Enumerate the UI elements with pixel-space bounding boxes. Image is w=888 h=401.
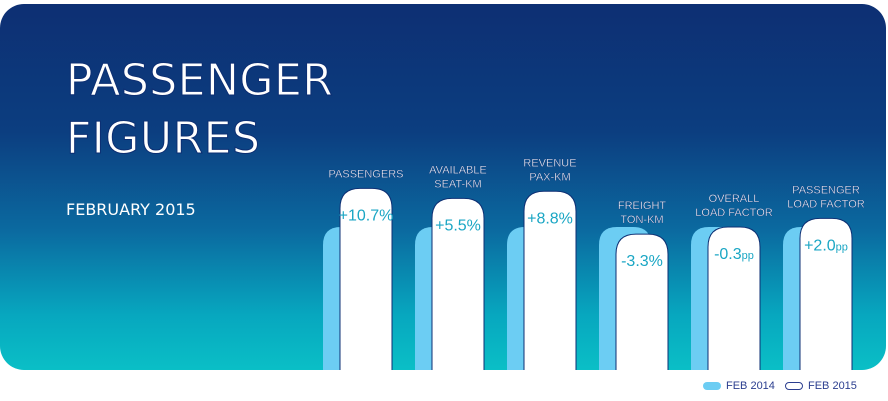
infographic-panel: PASSENGER FIGURES FEBRUARY 2015 +10.7% PA…: [0, 4, 886, 370]
legend-swatch-feb-2014: [703, 382, 721, 391]
value-label: +5.5%: [435, 217, 481, 234]
value-label: +8.8%: [527, 210, 573, 227]
bar-feb-2015: [523, 190, 577, 370]
category-label: SEAT-KM: [434, 178, 481, 190]
legend-swatch-feb-2015: [785, 382, 803, 391]
category-label: PAX-KM: [529, 171, 570, 183]
legend-item-feb-2015: FEB 2015: [785, 380, 857, 392]
bar-feb-2015: [339, 187, 393, 370]
value-label: +2.0pp: [804, 237, 848, 254]
category-label: PASSENGER: [792, 184, 860, 196]
bar-feb-2015: [431, 197, 485, 370]
category-label: AVAILABLE: [429, 164, 487, 176]
bar-feb-2015: [615, 233, 669, 370]
category-label: TON-KM: [620, 214, 663, 226]
value-label: +10.7%: [339, 207, 394, 224]
category-label: FREIGHT: [618, 200, 667, 212]
bar-chart: +10.7% PASSENGERS +5.5% AVAILABLE SEAT-KM +8.…: [323, 157, 865, 370]
bar-feb-2015: [707, 226, 761, 370]
category-label: PASSENGERS: [329, 168, 404, 180]
category-label: LOAD FACTOR: [787, 198, 864, 210]
value-label: -3.3%: [621, 253, 663, 270]
legend-label-feb-2015: FEB 2015: [808, 380, 857, 392]
date-subtitle: FEBRUARY 2015: [66, 200, 196, 219]
page-title: PASSENGER FIGURES: [66, 55, 334, 165]
legend-item-feb-2014: FEB 2014: [703, 380, 775, 392]
bar-feb-2015: [799, 217, 853, 370]
category-label: OVERALL: [709, 193, 760, 205]
category-label: LOAD FACTOR: [695, 207, 772, 219]
legend-label-feb-2014: FEB 2014: [726, 380, 775, 392]
category-label: REVENUE: [523, 157, 576, 169]
value-label: -0.3pp: [714, 246, 754, 263]
